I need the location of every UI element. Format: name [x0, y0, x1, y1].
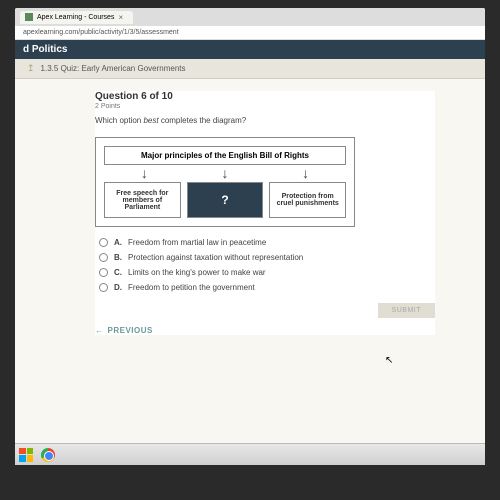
- diagram: Major principles of the English Bill of …: [95, 137, 355, 227]
- breadcrumb-arrow-icon: ↥: [27, 63, 35, 74]
- option-a[interactable]: A. Freedom from martial law in peacetime: [95, 235, 435, 250]
- laptop-frame: Apex Learning - Courses × apexlearning.c…: [0, 0, 500, 500]
- url-bar[interactable]: apexlearning.com/public/activity/1/3/5/a…: [15, 26, 485, 40]
- question-block: Question 6 of 10 2 Points Which option b…: [95, 91, 435, 335]
- option-b[interactable]: B. Protection against taxation without r…: [95, 250, 435, 265]
- diagram-box-middle: ?: [187, 182, 264, 218]
- taskbar: [15, 443, 485, 465]
- arrow-down-icon: ↓: [302, 166, 309, 180]
- diagram-arrows: ↓ ↓ ↓: [104, 166, 346, 180]
- course-section: d Politics: [23, 44, 67, 55]
- arrow-down-icon: ↓: [141, 166, 148, 180]
- screen: Apex Learning - Courses × apexlearning.c…: [15, 8, 485, 465]
- url-text: apexlearning.com/public/activity/1/3/5/a…: [23, 29, 179, 36]
- breadcrumb: ↥ 1.3.5 Quiz: Early American Governments: [15, 59, 485, 79]
- arrow-down-icon: ↓: [221, 166, 228, 180]
- arrow-left-icon: ←: [95, 326, 104, 335]
- option-letter: C.: [114, 268, 122, 277]
- submit-row: SUBMIT: [95, 303, 435, 318]
- prompt-emph: best: [143, 116, 158, 125]
- option-text: Freedom from martial law in peacetime: [128, 238, 266, 247]
- breadcrumb-text: 1.3.5 Quiz: Early American Governments: [41, 64, 186, 73]
- radio-icon[interactable]: [99, 283, 108, 292]
- option-letter: A.: [114, 238, 122, 247]
- windows-start-icon[interactable]: [19, 448, 33, 462]
- chrome-icon[interactable]: [41, 448, 55, 462]
- close-icon[interactable]: ×: [118, 13, 123, 22]
- diagram-title: Major principles of the English Bill of …: [104, 146, 346, 165]
- option-text: Freedom to petition the government: [128, 283, 255, 292]
- option-letter: D.: [114, 283, 122, 292]
- diagram-boxes: Free speech for members of Parliament ? …: [104, 182, 346, 218]
- option-text: Limits on the king's power to make war: [128, 268, 266, 277]
- tab-favicon-icon: [25, 13, 33, 21]
- previous-link[interactable]: ← PREVIOUS: [95, 326, 435, 335]
- tab-title: Apex Learning - Courses: [37, 14, 114, 21]
- radio-icon[interactable]: [99, 238, 108, 247]
- diagram-box-left: Free speech for members of Parliament: [104, 182, 181, 218]
- diagram-box-right: Protection from cruel punishments: [269, 182, 346, 218]
- prompt-prefix: Which option: [95, 116, 143, 125]
- browser-tab-bar: Apex Learning - Courses ×: [15, 8, 485, 26]
- option-c[interactable]: C. Limits on the king's power to make wa…: [95, 265, 435, 280]
- prompt-suffix: completes the diagram?: [159, 116, 247, 125]
- options-list: A. Freedom from martial law in peacetime…: [95, 235, 435, 295]
- question-number: Question 6 of 10: [95, 91, 435, 102]
- radio-icon[interactable]: [99, 268, 108, 277]
- question-points: 2 Points: [95, 103, 435, 110]
- browser-tab[interactable]: Apex Learning - Courses ×: [20, 11, 133, 24]
- course-header: d Politics: [15, 40, 485, 59]
- option-d[interactable]: D. Freedom to petition the government: [95, 280, 435, 295]
- radio-icon[interactable]: [99, 253, 108, 262]
- option-text: Protection against taxation without repr…: [128, 253, 303, 262]
- question-prompt: Which option best completes the diagram?: [95, 116, 435, 125]
- submit-button[interactable]: SUBMIT: [378, 303, 435, 318]
- main-content: Question 6 of 10 2 Points Which option b…: [15, 79, 485, 465]
- option-letter: B.: [114, 253, 122, 262]
- previous-label: PREVIOUS: [108, 326, 153, 335]
